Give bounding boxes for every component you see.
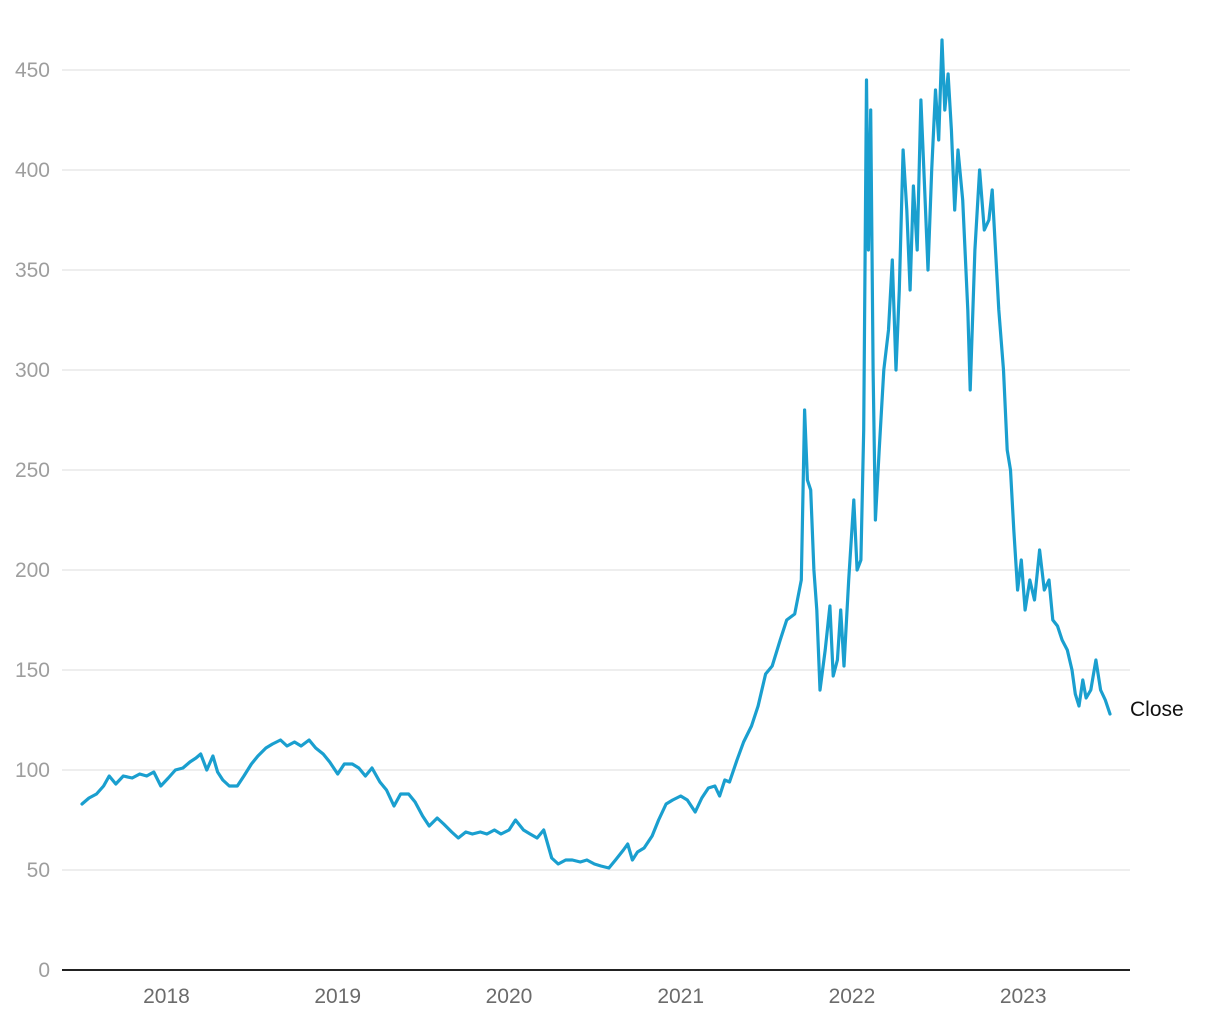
y-tick-label-0: 0: [38, 959, 50, 982]
y-tick-label-350: 350: [15, 259, 50, 282]
y-tick-label-450: 450: [15, 59, 50, 82]
x-tick-label-2019: 2019: [314, 985, 361, 1008]
y-tick-label-150: 150: [15, 659, 50, 682]
x-tick-label-2020: 2020: [486, 985, 533, 1008]
y-axis-ticks: 0 50 100 150 200 250 300 350 400 450: [15, 59, 50, 982]
x-tick-label-2023: 2023: [1000, 985, 1047, 1008]
y-tick-label-200: 200: [15, 559, 50, 582]
series-lines: [80, 38, 1112, 870]
y-tick-label-250: 250: [15, 459, 50, 482]
x-tick-label-2022: 2022: [829, 985, 876, 1008]
x-axis-ticks: 2018 2019 2020 2021 2022 2023: [143, 985, 1046, 1008]
y-tick-label-50: 50: [27, 859, 50, 882]
x-tick-label-2021: 2021: [657, 985, 704, 1008]
series-labels: Close: [1130, 698, 1184, 721]
gridlines: [62, 69, 1130, 871]
y-tick-label-100: 100: [15, 759, 50, 782]
y-tick-label-400: 400: [15, 159, 50, 182]
x-tick-label-2018: 2018: [143, 985, 190, 1008]
series-line-close: [80, 38, 1112, 870]
series-label-close: Close: [1130, 698, 1184, 721]
y-tick-label-300: 300: [15, 359, 50, 382]
